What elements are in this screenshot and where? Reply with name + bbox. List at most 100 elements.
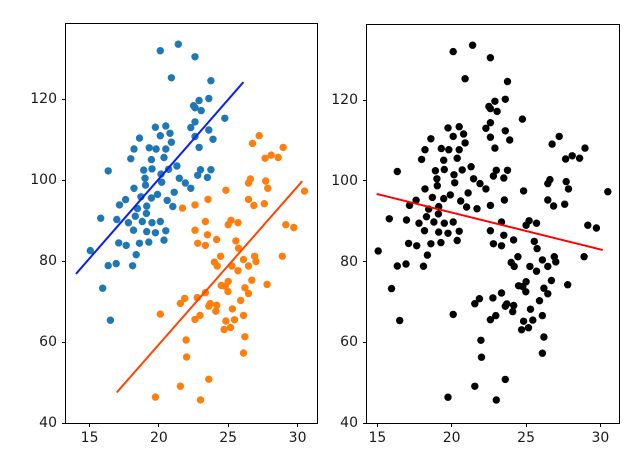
y-tick-label: 60 — [39, 334, 57, 351]
all-points-point — [510, 262, 518, 271]
group-1-point — [129, 226, 138, 234]
group-1-point — [141, 174, 149, 182]
all-points-point — [500, 231, 508, 239]
group-1-point — [207, 77, 215, 85]
group-2-point — [222, 317, 230, 325]
group-2-point — [178, 204, 187, 212]
group-2-point — [264, 184, 272, 192]
group-1-point — [148, 219, 156, 227]
group-1-point — [135, 239, 144, 247]
all-points-point — [440, 165, 448, 174]
all-points-point — [486, 316, 495, 324]
group-1-point — [131, 212, 139, 220]
all-points-point — [503, 77, 512, 86]
all-points-point — [449, 47, 457, 56]
group-1-point — [205, 94, 213, 103]
all-points-point — [421, 146, 429, 154]
x-tick-mark — [89, 423, 91, 427]
all-points-point — [530, 237, 538, 246]
all-points-point — [387, 284, 396, 293]
all-points-point — [575, 154, 584, 162]
y-tick-mark — [363, 422, 367, 424]
group-2-point — [194, 239, 202, 247]
y-tick-label: 40 — [39, 415, 57, 431]
group-1-point — [97, 214, 105, 222]
y-tick-label: 100 — [30, 172, 57, 189]
group-1-point — [99, 284, 107, 292]
all-points-point — [535, 297, 544, 305]
group-2-point — [262, 177, 270, 185]
group-2-point — [230, 316, 239, 324]
group-1-point — [158, 178, 166, 186]
group-1-point — [138, 217, 146, 226]
group-1-point — [195, 143, 203, 152]
all-points-point — [482, 185, 490, 193]
all-points-point — [568, 152, 576, 160]
all-points-point — [564, 185, 573, 193]
y-tick-mark — [363, 341, 367, 343]
group-2-point — [248, 139, 257, 148]
all-points-point — [561, 200, 569, 208]
all-points-point — [444, 229, 452, 237]
group-1-point — [143, 202, 151, 210]
all-points-point — [486, 119, 495, 127]
all-points-point — [467, 163, 475, 171]
group-2-point — [234, 219, 242, 227]
x-tick-mark — [297, 423, 299, 427]
all-points-point — [538, 311, 547, 320]
all-points-point — [584, 221, 592, 229]
all-points-point — [464, 189, 472, 197]
all-points-point — [444, 393, 452, 401]
group-1-point — [209, 135, 217, 143]
y-tick-mark — [62, 179, 66, 181]
all-points-point — [450, 171, 458, 179]
all-points-point — [440, 156, 448, 164]
group-1-point — [147, 194, 156, 202]
group-1-point — [128, 262, 137, 270]
group-2-point — [244, 179, 253, 187]
y-tick-label: 120 — [30, 91, 57, 108]
all-points-point — [440, 194, 448, 203]
all-points-point — [461, 75, 469, 83]
all-points-point — [561, 155, 570, 163]
all-points-point — [522, 221, 530, 229]
y-tick-mark — [62, 260, 66, 262]
group-1-point — [170, 188, 178, 196]
group-1-point — [148, 165, 156, 173]
y-tick-mark — [363, 99, 367, 101]
group-2-point — [191, 226, 199, 234]
group-1-point — [181, 179, 189, 187]
group-1-point — [145, 144, 153, 152]
all-points-point — [457, 197, 465, 205]
group-1-point — [191, 104, 199, 112]
group-2-point — [239, 349, 248, 357]
all-points-point — [497, 242, 506, 250]
y-tick-label: 100 — [331, 172, 358, 189]
right-subplot-axes: 15 20 25 30 40 60 80 100 120 — [331, 24, 620, 445]
all-points-point — [548, 140, 556, 148]
x-tick-label: 20 — [149, 430, 168, 446]
all-points-point — [492, 311, 500, 320]
all-points-point — [423, 251, 432, 259]
all-points-point — [402, 260, 410, 268]
group-2-point — [255, 132, 263, 140]
group-2-point — [300, 187, 309, 195]
group-1-point — [207, 166, 215, 174]
all-points-point — [510, 301, 518, 310]
all-points-point — [518, 115, 527, 123]
group-2-point — [191, 315, 199, 324]
all-points-point — [476, 179, 484, 188]
group-2-point — [224, 287, 232, 296]
all-points-point — [544, 179, 552, 188]
all-points-point — [533, 244, 541, 253]
all-points-point — [547, 276, 556, 285]
all-points-point — [415, 219, 423, 227]
all-points-point — [444, 124, 452, 132]
group-2-point — [222, 186, 230, 194]
all-points-point — [413, 242, 421, 250]
group-2-point — [176, 299, 185, 308]
all-points-point — [473, 205, 481, 213]
group-2-point — [196, 311, 204, 320]
all-points-point — [393, 262, 401, 270]
all-points-point — [420, 227, 429, 235]
